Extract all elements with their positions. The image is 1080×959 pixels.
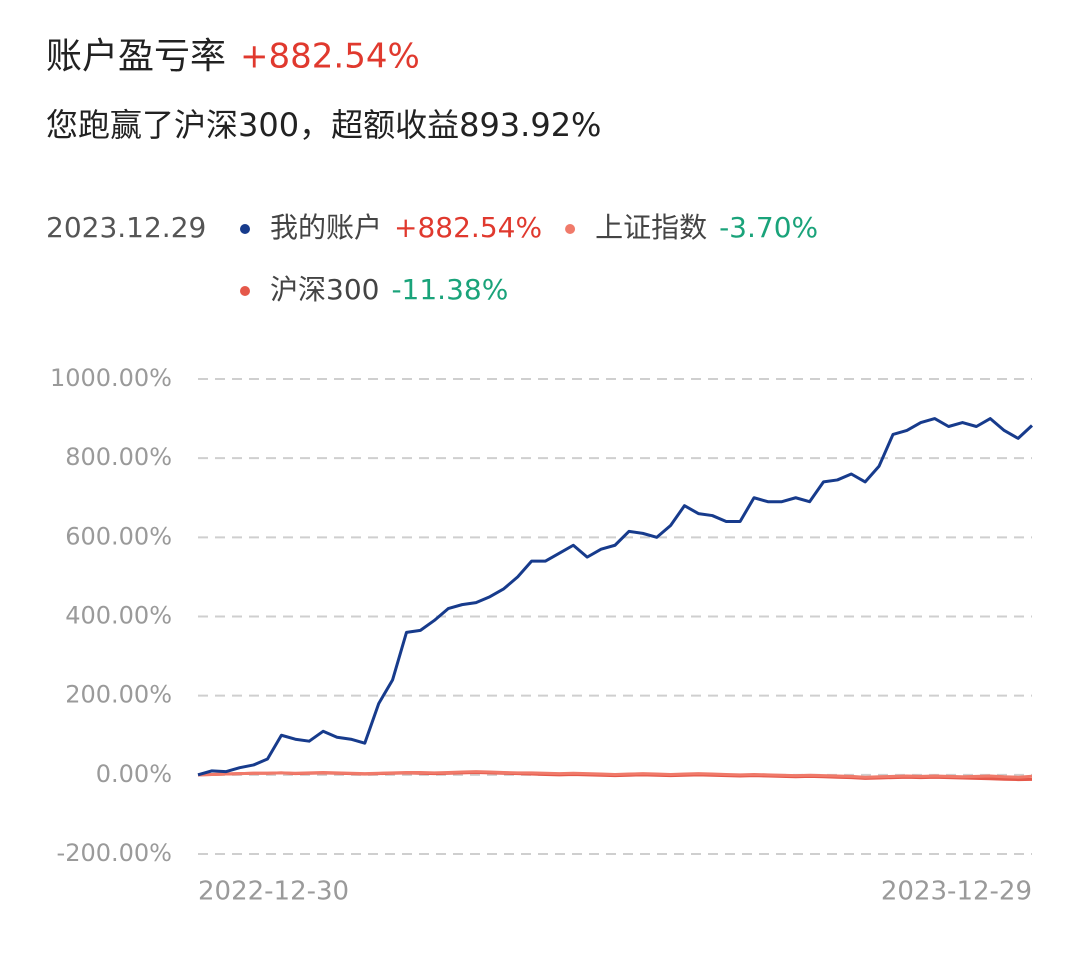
legend-dot [240, 224, 250, 234]
chart-title: 账户盈亏率 [46, 36, 226, 77]
y-tick-label: 800.00% [65, 443, 172, 471]
legend-value: +882.54% [394, 211, 542, 244]
y-tick-label: 400.00% [65, 602, 172, 630]
y-tick-label: 200.00% [65, 681, 172, 709]
legend-name: 我的账户 [270, 211, 382, 244]
y-tick-label: 1000.00% [50, 364, 172, 392]
legend-dot [240, 286, 250, 296]
y-tick-label: 0.00% [96, 760, 172, 788]
subtitle: 您跑赢了沪深300，超额收益893.92% [46, 106, 601, 144]
legend-date: 2023.12.29 [46, 211, 206, 244]
y-tick-label: -200.00% [57, 839, 172, 867]
title-value: +882.54% [240, 37, 420, 77]
series-line [197, 770, 1033, 779]
legend-name: 沪深300 [270, 273, 379, 306]
x-tick-label: 2023-12-29 [881, 877, 1032, 907]
y-tick-label: 600.00% [65, 522, 172, 550]
legend-dot [565, 224, 576, 234]
legend-value: -11.38% [391, 273, 508, 306]
series-line [197, 417, 1034, 777]
legend-value: -3.70% [719, 211, 818, 244]
x-tick-label: 2022-12-30 [198, 877, 349, 907]
legend-name: 上证指数 [595, 211, 707, 244]
